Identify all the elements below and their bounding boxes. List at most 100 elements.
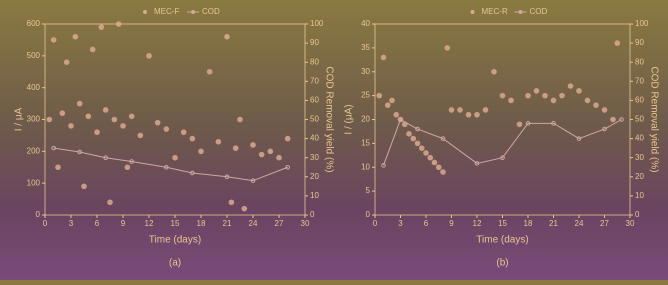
y-tick-label: 5 bbox=[366, 186, 371, 195]
cod-point bbox=[440, 136, 446, 141]
current-point bbox=[431, 159, 438, 166]
caption: (a) bbox=[169, 258, 181, 269]
x-tick-label: 0 bbox=[373, 219, 378, 228]
x-tick-label: 12 bbox=[145, 219, 154, 228]
x-tick-label: 30 bbox=[301, 219, 310, 228]
current-point bbox=[128, 113, 135, 120]
current-point bbox=[94, 129, 100, 136]
legend-label: MEC-F bbox=[154, 7, 179, 16]
current-point bbox=[440, 169, 446, 175]
current-point bbox=[102, 107, 109, 113]
cod-point bbox=[285, 164, 290, 170]
y2-tick-label: 20 bbox=[310, 172, 319, 181]
y2-tick-label: 40 bbox=[310, 134, 319, 143]
current-point bbox=[215, 138, 222, 145]
legend-label: MEC-R bbox=[482, 7, 508, 16]
x-tick-label: 21 bbox=[549, 219, 558, 228]
current-point bbox=[465, 111, 472, 118]
cod-line bbox=[53, 147, 288, 182]
x-tick-label: 12 bbox=[473, 219, 482, 228]
current-point bbox=[50, 37, 57, 43]
x-tick-label: 27 bbox=[600, 219, 609, 228]
current-point bbox=[276, 154, 282, 161]
cod-point bbox=[224, 174, 230, 180]
x-axis-label: Time (days) bbox=[476, 235, 528, 246]
x-tick-label: 9 bbox=[121, 219, 126, 228]
cod-point bbox=[51, 145, 56, 151]
current-point bbox=[593, 102, 599, 108]
x-tick-label: 18 bbox=[524, 219, 533, 228]
y2-axis-label: COD Removal yield (%) bbox=[648, 66, 659, 172]
current-point bbox=[111, 116, 118, 123]
cod-point bbox=[129, 159, 134, 164]
current-point bbox=[389, 97, 395, 104]
current-point bbox=[206, 68, 213, 75]
current-point bbox=[172, 154, 178, 161]
current-point bbox=[85, 113, 92, 120]
y-axis-label: I / (μA) bbox=[344, 104, 355, 134]
y2-tick-label: 90 bbox=[635, 38, 644, 47]
current-point bbox=[55, 164, 61, 171]
y-tick-label: 35 bbox=[361, 43, 370, 52]
y-tick-label: 20 bbox=[361, 115, 370, 124]
current-point bbox=[418, 145, 425, 151]
y2-tick-label: 100 bbox=[310, 19, 324, 28]
current-point bbox=[423, 150, 429, 156]
y2-tick-label: 60 bbox=[310, 96, 319, 105]
y-tick-label: 15 bbox=[361, 138, 370, 147]
y-tick-label: 30 bbox=[361, 67, 370, 76]
current-point bbox=[81, 183, 87, 190]
y-axis-label: I / μA bbox=[14, 107, 25, 131]
cod-point bbox=[77, 149, 82, 155]
x-tick-label: 3 bbox=[69, 219, 74, 228]
x-tick-label: 24 bbox=[575, 219, 584, 228]
x-tick-label: 24 bbox=[249, 219, 258, 228]
current-point bbox=[115, 21, 122, 27]
y-tick-label: 25 bbox=[361, 91, 370, 100]
current-point bbox=[72, 33, 79, 40]
current-point bbox=[232, 145, 239, 151]
current-point bbox=[550, 97, 557, 104]
current-point bbox=[258, 151, 265, 158]
current-point bbox=[267, 148, 274, 155]
current-point bbox=[124, 164, 131, 171]
y-tick-label: 0 bbox=[36, 210, 41, 219]
cod-point bbox=[551, 121, 556, 126]
current-point bbox=[474, 111, 480, 118]
current-point bbox=[237, 116, 243, 123]
y2-tick-label: 100 bbox=[635, 19, 649, 28]
current-point bbox=[63, 59, 70, 65]
current-point bbox=[250, 142, 256, 148]
y2-tick-label: 50 bbox=[310, 115, 319, 124]
current-point bbox=[384, 102, 391, 108]
y-tick-label: 300 bbox=[27, 115, 41, 124]
x-tick-label: 15 bbox=[171, 219, 180, 228]
current-point bbox=[410, 135, 417, 142]
current-point bbox=[120, 123, 126, 129]
x-tick-label: 6 bbox=[424, 219, 429, 228]
x-tick-label: 21 bbox=[223, 219, 232, 228]
current-point bbox=[482, 107, 489, 113]
current-point bbox=[76, 100, 83, 107]
y-tick-label: 10 bbox=[361, 162, 370, 171]
cod-point bbox=[398, 117, 403, 122]
x-axis-label: Time (days) bbox=[149, 235, 201, 246]
current-point bbox=[228, 199, 235, 206]
x-tick-label: 3 bbox=[398, 219, 403, 228]
current-point bbox=[414, 140, 421, 147]
y-tick-label: 600 bbox=[27, 19, 41, 28]
current-point bbox=[499, 92, 506, 99]
current-point bbox=[198, 148, 204, 155]
current-point bbox=[435, 164, 442, 171]
current-point bbox=[68, 123, 74, 129]
cod-point bbox=[525, 121, 531, 126]
current-point bbox=[491, 68, 497, 75]
current-point bbox=[98, 24, 105, 30]
current-point bbox=[241, 205, 248, 212]
y-tick-label: 40 bbox=[361, 19, 370, 28]
y-tick-label: 400 bbox=[27, 83, 41, 92]
x-tick-label: 30 bbox=[626, 219, 635, 228]
x-tick-label: 18 bbox=[197, 219, 206, 228]
y2-axis-label: COD Removal yield (%) bbox=[323, 66, 334, 172]
